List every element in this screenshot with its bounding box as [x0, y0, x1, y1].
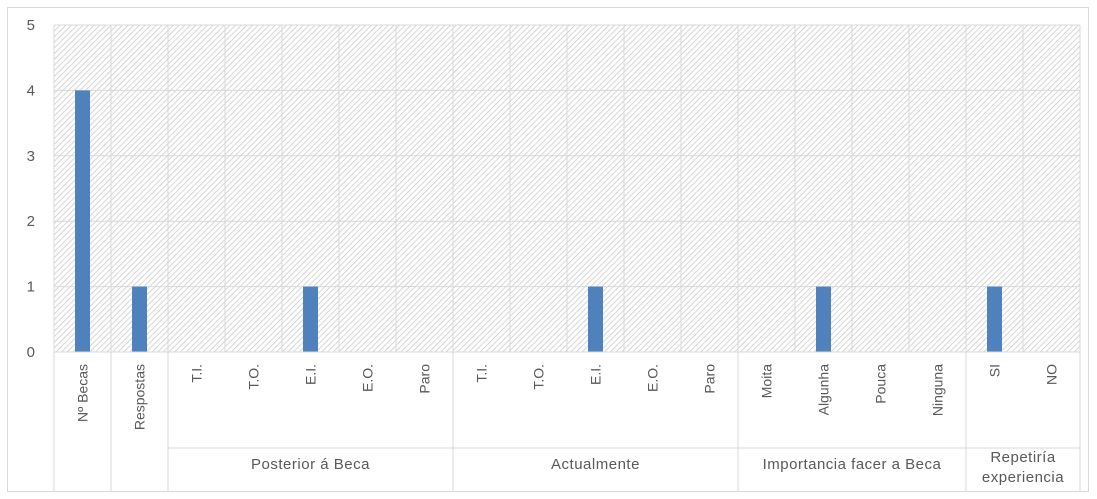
group-label: Actualmente — [551, 456, 640, 473]
y-tick-label: 2 — [27, 213, 35, 230]
x-tick-label: Nº Becas — [75, 364, 91, 422]
x-tick-label: Paro — [417, 364, 433, 394]
x-tick-label: Respostas — [132, 364, 148, 430]
bar — [987, 286, 1002, 352]
group-label: Repetiría — [990, 449, 1056, 466]
y-tick-label: 1 — [27, 279, 35, 296]
x-tick-label: Pouca — [873, 364, 889, 404]
bar — [588, 286, 603, 352]
x-tick-label: E.O. — [645, 364, 661, 392]
group-label: experiencia — [982, 469, 1064, 486]
y-tick-label: 5 — [27, 17, 35, 34]
x-tick-label: T.O. — [246, 364, 262, 390]
x-tick-label: T.O. — [531, 364, 547, 390]
x-tick-label: SI — [987, 364, 1003, 377]
x-tick-label: E.O. — [360, 364, 376, 392]
bar — [816, 286, 831, 352]
x-tick-label: Paro — [702, 364, 718, 394]
y-tick-label: 3 — [27, 148, 35, 165]
y-tick-label: 0 — [27, 344, 35, 361]
group-label: Importancia facer a Beca — [763, 456, 942, 473]
x-tick-label: T.I. — [474, 364, 490, 383]
x-tick-label: NO — [1044, 364, 1060, 385]
x-tick-label: Algunha — [816, 364, 832, 416]
bar — [132, 286, 147, 352]
chart-frame — [7, 7, 1089, 492]
x-tick-label: Ninguna — [930, 364, 946, 416]
x-tick-label: E.I. — [588, 364, 604, 385]
group-label: Posterior á Beca — [251, 456, 370, 473]
bar — [75, 90, 90, 353]
x-tick-label: T.I. — [189, 364, 205, 383]
bar — [303, 286, 318, 352]
y-tick-label: 4 — [27, 82, 35, 99]
x-tick-label: Moita — [759, 364, 775, 398]
x-tick-label: E.I. — [303, 364, 319, 385]
